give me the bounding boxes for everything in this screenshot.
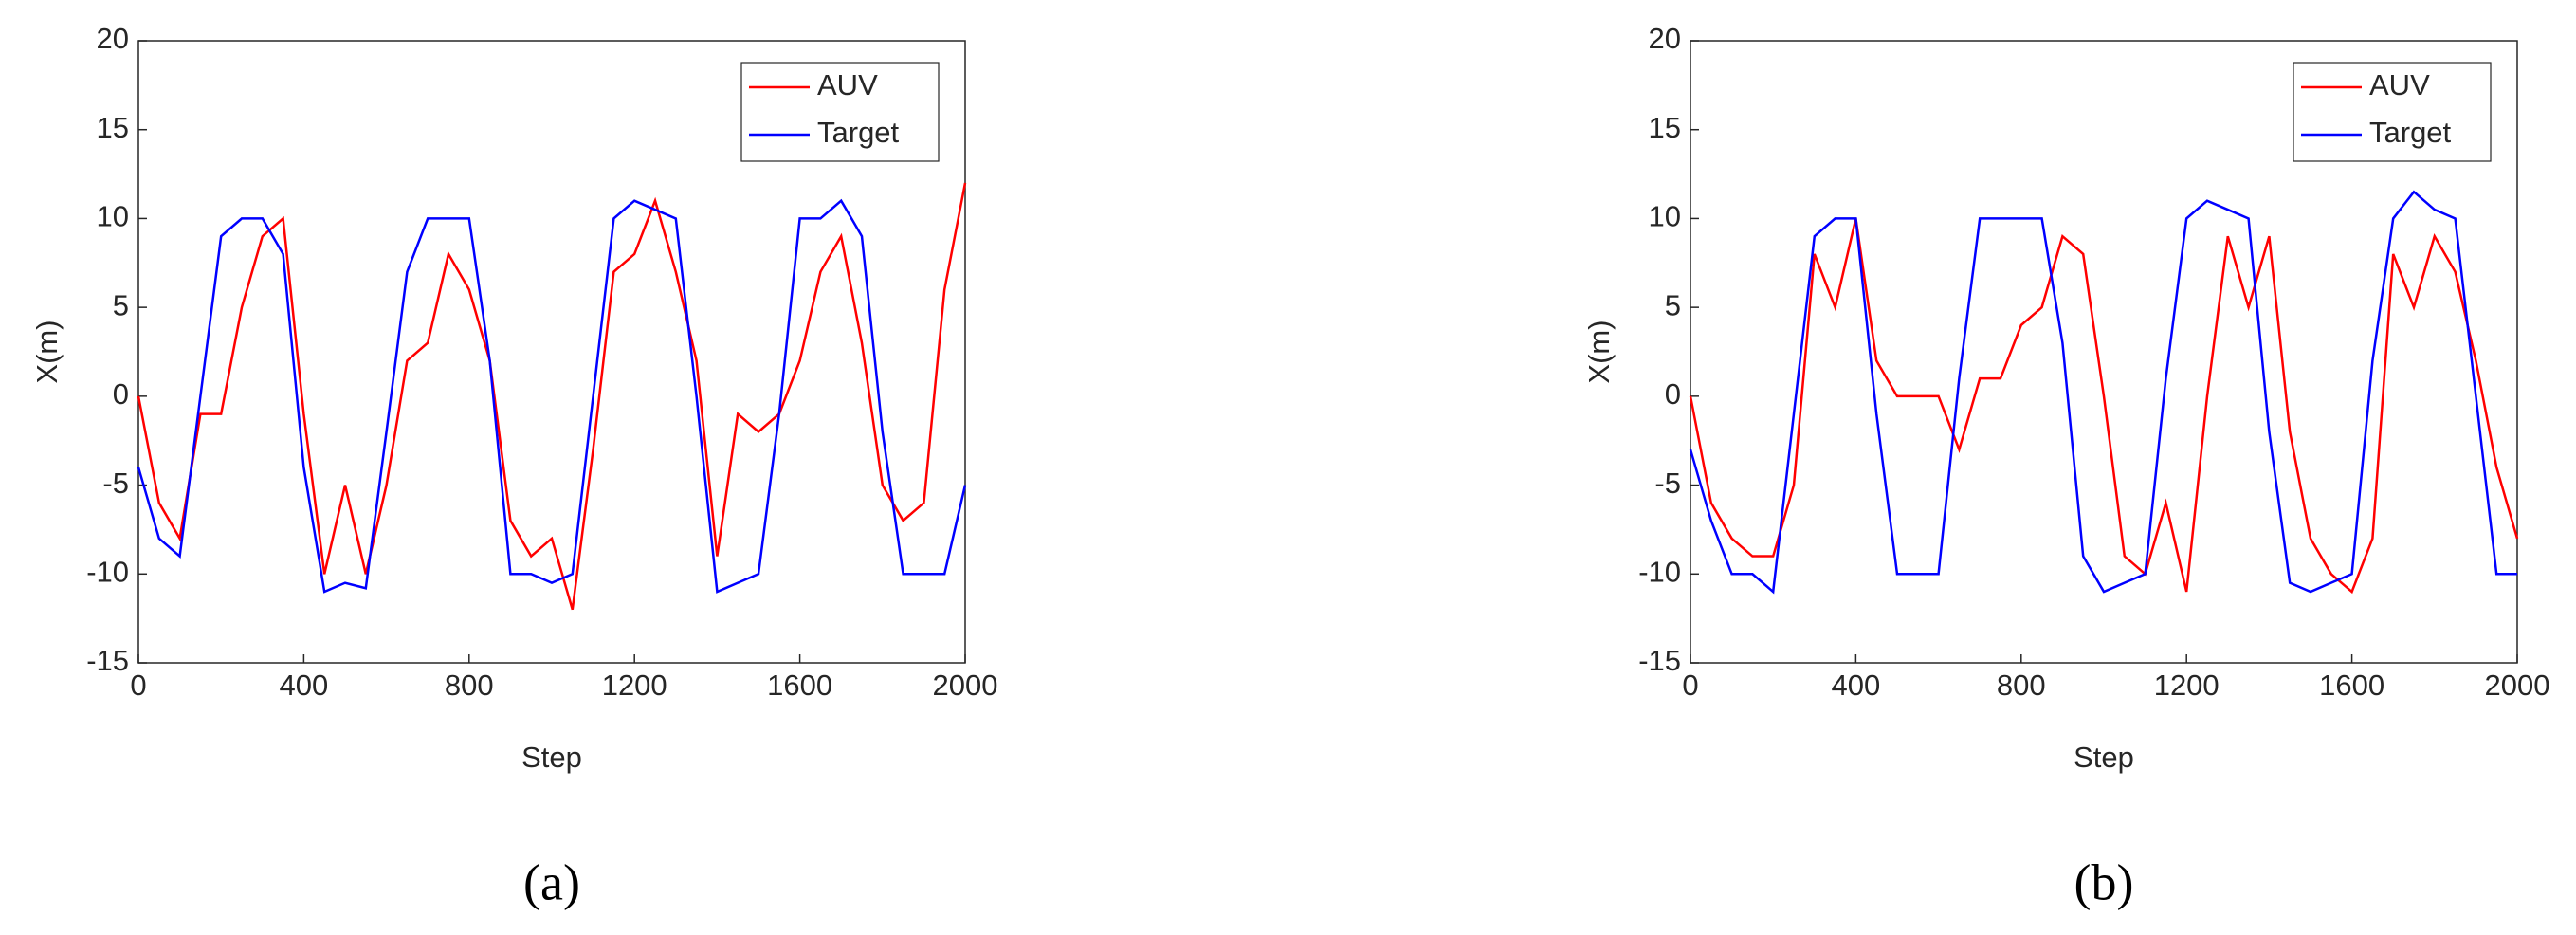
- caption: (b): [2074, 853, 2134, 910]
- x-tick-label: 2000: [2485, 669, 2550, 702]
- y-tick-label: 0: [1665, 377, 1681, 411]
- line: [137, 182, 967, 611]
- y-tick-label: -10: [1638, 555, 1681, 588]
- y-tick-label: -10: [86, 555, 129, 588]
- x-tick-label: 400: [280, 669, 329, 702]
- y-tick-label: -15: [1638, 644, 1681, 677]
- legend-box: [740, 62, 940, 162]
- y-tick-label: 15: [1649, 111, 1681, 144]
- y-tick-label: 5: [1665, 288, 1681, 321]
- x-axis-label: Step: [2074, 741, 2134, 774]
- x-tick-label: 800: [1997, 669, 2046, 702]
- y-tick-label: 10: [1649, 200, 1681, 233]
- legend-label: Target: [2369, 116, 2452, 149]
- x-tick-label: 2000: [933, 669, 998, 702]
- x-tick-label: 800: [445, 669, 494, 702]
- legend-box: [2293, 62, 2492, 162]
- legend-label: AUV: [2369, 68, 2430, 101]
- x-tick-label: 400: [1832, 669, 1881, 702]
- x-tick-label: 1600: [767, 669, 832, 702]
- y-tick-label: 0: [113, 377, 129, 411]
- legend-label: AUV: [817, 68, 878, 101]
- y-tick-label: 20: [1649, 22, 1681, 55]
- x-tick-label: 1200: [2154, 669, 2220, 702]
- y-tick-label: 20: [97, 22, 129, 55]
- y-tick-label: -5: [102, 467, 129, 500]
- y-tick-label: 15: [97, 111, 129, 144]
- x-tick-label: 0: [130, 669, 146, 702]
- y-tick-label: -5: [1654, 467, 1681, 500]
- line: [137, 198, 967, 594]
- y-tick-label: -15: [86, 644, 129, 677]
- x-tick-label: 1200: [602, 669, 667, 702]
- x-tick-label: 1600: [2319, 669, 2384, 702]
- line: [1689, 218, 2519, 595]
- y-axis-label: X(m): [1582, 320, 1616, 383]
- y-axis-label: X(m): [30, 320, 64, 383]
- line: [1689, 190, 2517, 595]
- x-tick-label: 0: [1682, 669, 1698, 702]
- caption: (a): [523, 853, 580, 910]
- x-axis-label: Step: [521, 741, 582, 774]
- y-tick-label: 5: [113, 288, 129, 321]
- legend-label: Target: [817, 116, 900, 149]
- y-tick-label: 10: [97, 200, 129, 233]
